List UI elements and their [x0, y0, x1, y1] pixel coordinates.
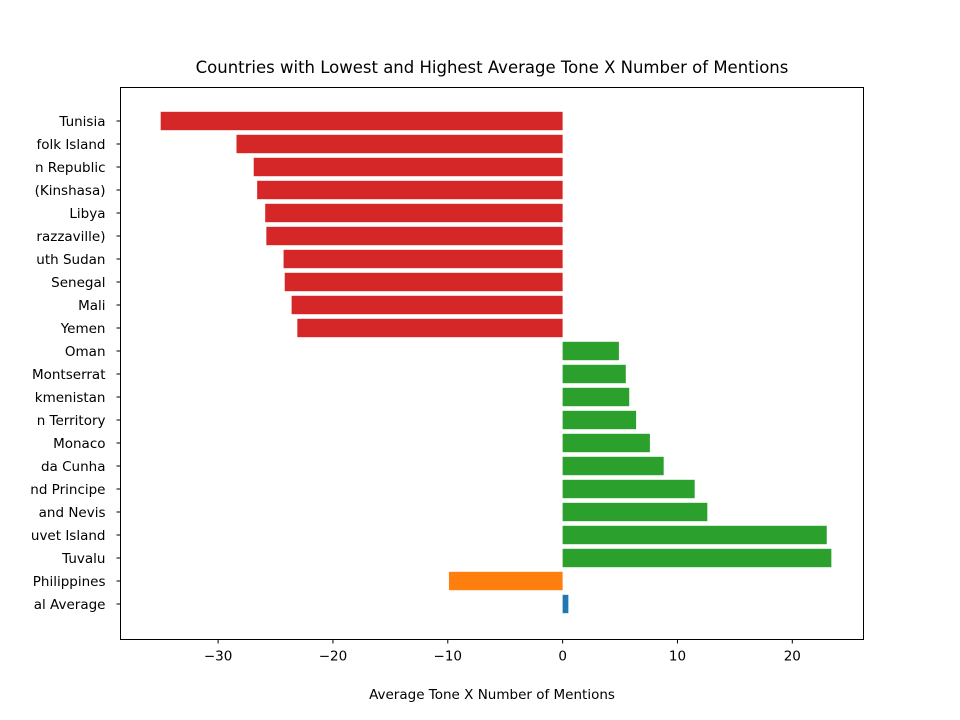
plot-frame: [120, 87, 864, 640]
bar-1: [236, 134, 563, 154]
y-tick-label-21: al Average: [34, 597, 106, 613]
bars-group: [160, 111, 832, 614]
bar-16: [562, 479, 695, 499]
y-tick-label-11: Montserrat: [32, 367, 106, 383]
y-tick-label-13: n Territory: [37, 413, 106, 429]
y-tick-label-3: (Kinshasa): [35, 183, 106, 199]
bar-12: [562, 387, 630, 407]
bar-14: [562, 433, 650, 453]
bar-6: [283, 249, 563, 269]
bar-7: [284, 272, 563, 292]
x-tick-label-5: 20: [784, 649, 801, 665]
y-tick-label-7: Senegal: [51, 275, 105, 291]
bar-11: [562, 364, 626, 384]
x-tick-label-2: −10: [434, 649, 463, 665]
bar-18: [562, 525, 827, 545]
bar-4: [265, 203, 563, 223]
y-tick-label-10: Oman: [65, 344, 106, 360]
x-tick-label-4: 10: [669, 649, 686, 665]
y-tick-label-17: and Nevis: [39, 505, 106, 521]
bar-21: [562, 594, 569, 614]
y-tick-label-0: Tunisia: [58, 114, 105, 130]
bar-10: [562, 341, 619, 361]
y-tick-label-9: Yemen: [60, 321, 106, 337]
y-axis-ticks: Tunisia folk Island n Republic (Kinshasa) Li…: [30, 114, 121, 613]
bar-17: [562, 502, 708, 522]
bar-9: [297, 318, 563, 338]
bar-3: [257, 180, 563, 200]
chart-title: Countries with Lowest and Highest Averag…: [196, 58, 789, 77]
x-axis-label: Average Tone X Number of Mentions: [369, 687, 615, 703]
bar-13: [562, 410, 637, 430]
bar-15: [562, 456, 664, 476]
bar-20: [448, 571, 563, 591]
y-tick-label-16: nd Principe: [30, 482, 105, 498]
y-tick-label-8: Mali: [78, 298, 105, 314]
x-tick-label-3: 0: [558, 649, 567, 665]
y-tick-label-1: folk Island: [36, 137, 105, 153]
bar-19: [562, 548, 832, 568]
bar-2: [253, 157, 563, 177]
y-tick-label-19: Tuvalu: [61, 551, 105, 567]
bar-8: [291, 295, 563, 315]
bar-0: [160, 111, 563, 131]
x-tick-label-1: −20: [319, 649, 348, 665]
y-tick-label-12: kmenistan: [35, 390, 106, 406]
y-tick-label-6: uth Sudan: [36, 252, 105, 268]
y-tick-label-20: Philippines: [33, 574, 106, 590]
bar-5: [266, 226, 563, 246]
x-axis-ticks: −30 −20 −10 0 10 20: [204, 639, 801, 665]
y-tick-label-18: uvet Island: [31, 528, 106, 544]
y-tick-label-15: da Cunha: [41, 459, 106, 475]
y-tick-label-5: razzaville): [36, 229, 105, 245]
y-tick-label-2: n Republic: [35, 160, 106, 176]
y-tick-label-14: Monaco: [53, 436, 105, 452]
x-tick-label-0: −30: [204, 649, 233, 665]
y-tick-label-4: Libya: [69, 206, 105, 222]
